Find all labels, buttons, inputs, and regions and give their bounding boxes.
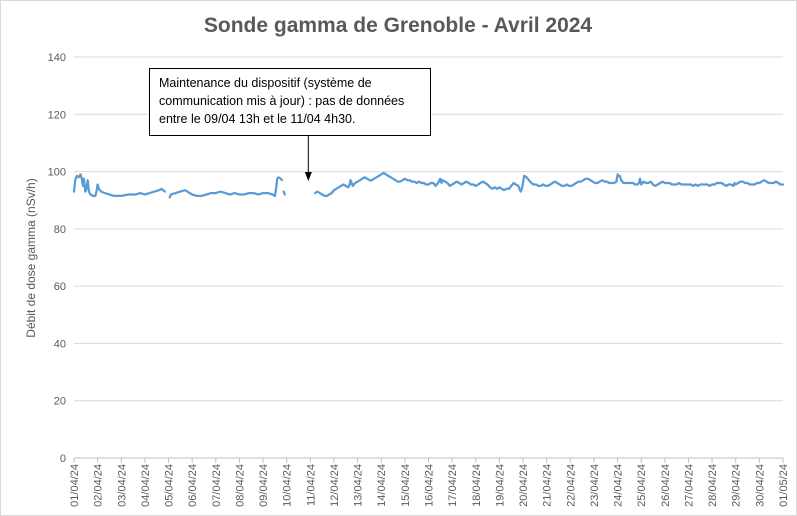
x-tick-label-25: 26/04/24 xyxy=(660,464,672,507)
y-tick-label-140: 140 xyxy=(48,52,66,64)
x-tick-label-28: 29/04/24 xyxy=(731,464,743,507)
annotation-line-3: entre le 09/04 13h et le 11/04 4h30. xyxy=(159,112,356,126)
x-tick-label-3: 04/04/24 xyxy=(140,464,152,507)
x-tick-label-17: 18/04/24 xyxy=(471,464,483,507)
series-line-segment-3 xyxy=(313,171,785,198)
x-tick-labels: 01/04/24 02/04/24 03/04/24 04/04/24 05/04/24… xyxy=(69,458,790,507)
x-tick-label-23: 24/04/24 xyxy=(613,464,625,507)
x-tick-label-27: 28/04/24 xyxy=(707,464,719,507)
y-tick-label-100: 100 xyxy=(48,167,66,179)
x-tick-label-11: 12/04/24 xyxy=(329,464,341,507)
annotation-arrow xyxy=(304,136,312,181)
chart-title: Sonde gamma de Grenoble - Avril 2024 xyxy=(204,14,593,37)
x-tick-label-2: 03/04/24 xyxy=(116,464,128,507)
x-tick-label-1: 02/04/24 xyxy=(93,464,105,507)
x-tick-label-19: 20/04/24 xyxy=(518,464,530,507)
y-axis-label: Débit de dose gamma (nSv/h) xyxy=(24,178,38,337)
annotation-line-2: communication mis à jour) : pas de donné… xyxy=(159,94,405,108)
x-tick-label-20: 21/04/24 xyxy=(542,464,554,507)
y-tick-label-60: 60 xyxy=(54,281,66,293)
arrow-head xyxy=(304,172,312,181)
x-tick-label-30: 01/05/24 xyxy=(778,464,790,507)
y-tick-labels: 0 20 40 60 80 100 120 140 xyxy=(48,52,66,465)
series-line-segment-1 xyxy=(168,176,284,199)
x-tick-label-12: 13/04/24 xyxy=(353,464,365,507)
x-tick-label-15: 16/04/24 xyxy=(424,464,436,507)
x-tick-label-10: 11/04/24 xyxy=(305,464,317,506)
x-tick-label-5: 06/04/24 xyxy=(187,464,199,507)
x-tick-label-0: 01/04/24 xyxy=(69,464,81,507)
series-line-segment-2 xyxy=(282,190,286,196)
annotation-box: Maintenance du dispositif (système de co… xyxy=(149,68,431,136)
y-tick-label-40: 40 xyxy=(54,338,66,350)
series-layer xyxy=(72,171,785,199)
y-tick-label-0: 0 xyxy=(60,453,66,465)
annotation-line-1: Maintenance du dispositif (système de xyxy=(159,76,372,90)
x-tick-label-26: 27/04/24 xyxy=(683,464,695,507)
y-tick-label-20: 20 xyxy=(54,396,66,408)
x-tick-label-21: 22/04/24 xyxy=(565,464,577,507)
x-tick-label-13: 14/04/24 xyxy=(376,464,388,507)
series-line-segment-0 xyxy=(72,173,167,198)
x-tick-label-7: 08/04/24 xyxy=(234,464,246,507)
x-tick-label-22: 23/04/24 xyxy=(589,464,601,507)
x-tick-label-6: 07/04/24 xyxy=(211,464,223,507)
x-tick-label-29: 30/04/24 xyxy=(754,464,766,507)
y-tick-label-120: 120 xyxy=(48,109,66,121)
x-tick-label-4: 05/04/24 xyxy=(164,464,176,507)
x-tick-label-14: 15/04/24 xyxy=(400,464,412,507)
x-tick-label-9: 10/04/24 xyxy=(282,464,294,507)
y-tick-label-80: 80 xyxy=(54,224,66,236)
x-tick-label-18: 19/04/24 xyxy=(494,464,506,507)
x-tick-label-24: 25/04/24 xyxy=(636,464,648,507)
x-tick-label-8: 09/04/24 xyxy=(258,464,270,507)
x-tick-label-16: 17/04/24 xyxy=(447,464,459,507)
